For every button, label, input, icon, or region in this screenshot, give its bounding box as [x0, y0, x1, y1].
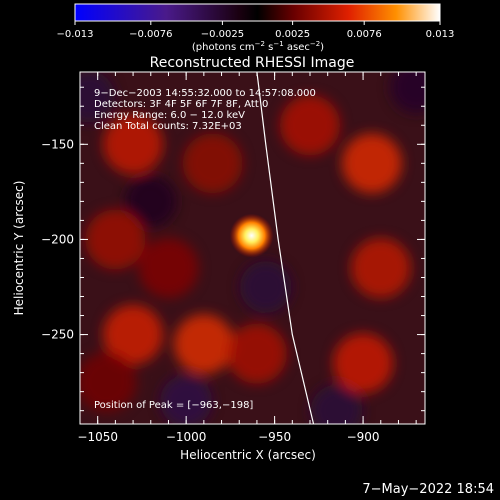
emission-blob	[103, 114, 164, 175]
annotation-line: 9−Dec−2003 14:55:32.000 to 14:57:08.000	[94, 88, 316, 99]
x-tick-label: −1050	[77, 430, 118, 444]
peak-source-glow	[229, 213, 274, 258]
annotation-line: Detectors: 3F 4F 5F 6F 7F 8F, Att 0	[94, 99, 268, 110]
emission-blob	[80, 352, 137, 413]
chart-title: Reconstructed RHESSI Image	[150, 55, 355, 71]
colorbar-ticks: −0.013 −0.0076 −0.0025 0.0025 0.0076 0.013	[56, 21, 454, 40]
info-annotations: 9−Dec−2003 14:55:32.000 to 14:57:08.000D…	[94, 88, 316, 132]
y-tick-label: −200	[41, 232, 74, 246]
plot-frame	[79, 71, 426, 425]
colorbar	[74, 3, 441, 22]
y-tick-label: −250	[41, 328, 74, 342]
peak-source	[229, 213, 274, 258]
negative-blob	[390, 72, 425, 114]
peak-position-label: Position of Peak = [−963,−198]	[94, 400, 253, 411]
emission-layer	[80, 72, 425, 424]
colorbar-tick-label: −0.0025	[201, 29, 244, 40]
emission-blob	[103, 304, 164, 365]
negative-blob	[80, 72, 115, 123]
x-tick-label: −900	[347, 430, 380, 444]
y-tick-label: −150	[41, 137, 74, 151]
footer-timestamp: 7−May−2022 18:54	[362, 482, 494, 497]
colorbar-tick-label: −0.0076	[129, 29, 172, 40]
colorbar-tick-label: 0.0025	[275, 29, 310, 40]
y-axis-label: Heliocentric Y (arcsec)	[12, 181, 26, 316]
negative-blob	[310, 384, 363, 424]
negative-blob	[239, 261, 292, 314]
x-axis-ticks: −1050 −1000 −950 −900	[77, 72, 417, 444]
emission-blob	[173, 314, 234, 375]
colorbar-tick-label: 0.0076	[347, 29, 382, 40]
emission-blob	[341, 133, 402, 194]
emission-blob	[333, 333, 394, 394]
emission-blob	[350, 237, 411, 298]
x-tick-label: −1000	[166, 430, 207, 444]
solar-limb-curve	[256, 72, 315, 424]
colorbar-tick-label: −0.013	[56, 29, 93, 40]
emission-blob	[138, 237, 199, 298]
x-tick-label: −950	[258, 430, 291, 444]
negative-blob	[124, 175, 177, 228]
emission-blob	[182, 133, 243, 194]
colorbar-units: (photons cm−2 s−1 asec−2)	[192, 40, 324, 53]
y-axis-ticks: −150 −200 −250	[41, 86, 425, 412]
colorbar-tick-label: 0.013	[426, 29, 455, 40]
emission-blob	[280, 95, 340, 156]
x-axis-label: Heliocentric X (arcsec)	[180, 448, 316, 462]
emission-blob	[85, 209, 146, 270]
annotation-line: Clean Total counts: 7.32E+03	[94, 121, 242, 132]
emission-blob	[226, 323, 287, 384]
negative-blob	[160, 375, 213, 424]
annotation-line: Energy Range: 6.0 − 12.0 keV	[94, 110, 245, 121]
